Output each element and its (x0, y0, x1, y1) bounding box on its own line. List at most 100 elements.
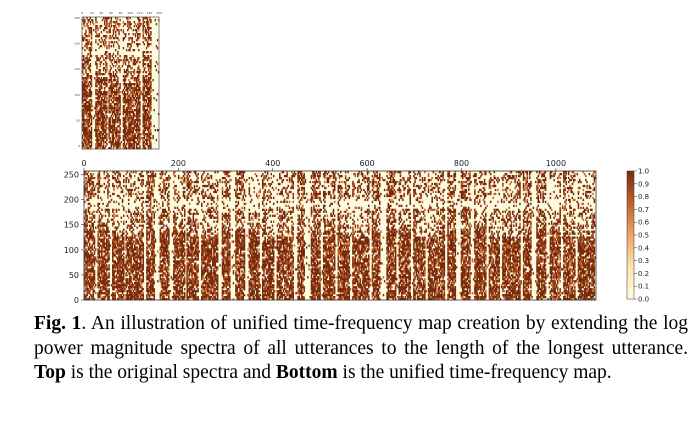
spectrogram-cell (115, 97, 117, 100)
spectrogram-cell (131, 55, 133, 58)
spectrogram-cell (120, 298, 123, 301)
spectrogram-cell (175, 276, 177, 279)
spectrogram-cell (116, 95, 118, 98)
spectrogram-cell (138, 33, 140, 36)
top-x-tick-label: 60 (109, 11, 113, 15)
spectrogram-cell (181, 274, 184, 277)
spectrogram-cell (112, 234, 114, 237)
spectrogram-cell (118, 135, 120, 138)
spectrogram-cell (186, 248, 188, 251)
spectrogram-cell (118, 268, 120, 271)
spectrogram-cell (97, 43, 99, 46)
spectrogram-cell (85, 284, 87, 287)
spectrogram-cell (103, 282, 106, 285)
spectrogram-cell (149, 127, 151, 130)
spectrogram-cell (145, 105, 148, 108)
spectrogram-cell (159, 252, 162, 255)
spectrogram-cell (82, 115, 84, 118)
spectrogram-cell (162, 180, 164, 184)
spectrogram-cell (134, 63, 137, 66)
spectrogram-cell (166, 246, 169, 249)
spectrogram-cell (133, 248, 136, 251)
spectrogram-cell (168, 208, 170, 211)
spectrogram-cell (141, 272, 143, 275)
spectrogram-cell (183, 214, 186, 217)
spectrogram-cell (146, 57, 149, 60)
spectrogram-cell (136, 262, 138, 265)
spectrogram-cell (126, 290, 129, 293)
spectrogram-cell (148, 89, 150, 92)
spectrogram-cell (104, 45, 106, 48)
spectrogram-cell (105, 133, 107, 136)
spectrogram-cell (149, 210, 152, 213)
spectrogram-cell (127, 286, 130, 289)
spectrogram-cell (111, 89, 114, 92)
spectrogram-cell (123, 290, 125, 293)
spectrogram-cell (87, 232, 90, 235)
spectrogram-cell (137, 57, 139, 60)
spectrogram-cell (150, 147, 152, 150)
spectrogram-cell (87, 113, 89, 116)
spectrogram-cell (146, 139, 149, 142)
spectrogram-cell (104, 284, 107, 287)
spectrogram-cell (92, 224, 95, 227)
spectrogram-cell (126, 284, 129, 287)
spectrogram-cell (146, 270, 148, 273)
spectrogram-cell (91, 19, 94, 22)
spectrogram-cell (143, 43, 145, 46)
spectrogram-cell (168, 274, 170, 277)
spectrogram-cell (116, 37, 118, 40)
spectrogram-cell (120, 266, 123, 269)
spectrogram-cell (131, 292, 134, 295)
spectrogram-cell (106, 117, 108, 120)
spectrogram-cell (112, 25, 115, 28)
spectrogram-cell (146, 127, 149, 130)
spectrogram-cell (123, 85, 126, 88)
spectrogram-cell (100, 99, 103, 102)
spectrogram-cell (162, 254, 164, 257)
spectrogram-cell (149, 139, 151, 142)
spectrogram-cell (117, 81, 119, 84)
top-spectrogram-frame (81, 16, 160, 150)
spectrogram-cell (146, 260, 148, 263)
spectrogram-cell (89, 43, 92, 46)
spectrogram-cell (123, 145, 126, 148)
spectrogram-cell (108, 220, 110, 223)
spectrogram-cell (103, 270, 106, 273)
spectrogram-cell (153, 282, 156, 285)
spectrogram-cell (171, 278, 174, 281)
spectrogram-cell (130, 188, 132, 192)
spectrogram-cell (113, 75, 116, 78)
spectrogram-cell (138, 244, 141, 247)
spectrogram-cell (89, 53, 92, 56)
spectrogram-cell (137, 232, 140, 235)
spectrogram-cell (149, 135, 151, 138)
spectrogram-cell (137, 83, 139, 86)
spectrogram-cell (98, 33, 100, 36)
spectrogram-cell (138, 131, 140, 134)
spectrogram-cell (140, 230, 142, 233)
spectrogram-cell (166, 232, 169, 235)
spectrogram-cell (118, 236, 120, 239)
spectrogram-cell (122, 93, 125, 96)
spectrogram-cell (168, 256, 170, 259)
spectrogram-cell (179, 232, 181, 235)
spectrogram-cell (146, 172, 148, 176)
spectrogram-cell (89, 69, 92, 72)
spectrogram-cell (113, 270, 115, 273)
spectrogram-cell (128, 99, 130, 102)
spectrogram-cell (113, 111, 116, 114)
spectrogram-cell (186, 244, 188, 247)
spectrogram-cell (128, 21, 130, 24)
spectrogram-cell (126, 274, 129, 277)
spectrogram-cell (116, 262, 119, 265)
spectrogram-cell (160, 254, 163, 257)
spectrogram-cell (116, 282, 119, 285)
spectrogram-cell (149, 294, 152, 297)
spectrogram-cell (99, 230, 102, 233)
spectrogram-cell (165, 266, 168, 269)
spectrogram-cell (133, 77, 136, 80)
spectrogram-cell (87, 254, 90, 257)
spectrogram-cell (86, 79, 88, 82)
spectrogram-cell (132, 123, 134, 126)
